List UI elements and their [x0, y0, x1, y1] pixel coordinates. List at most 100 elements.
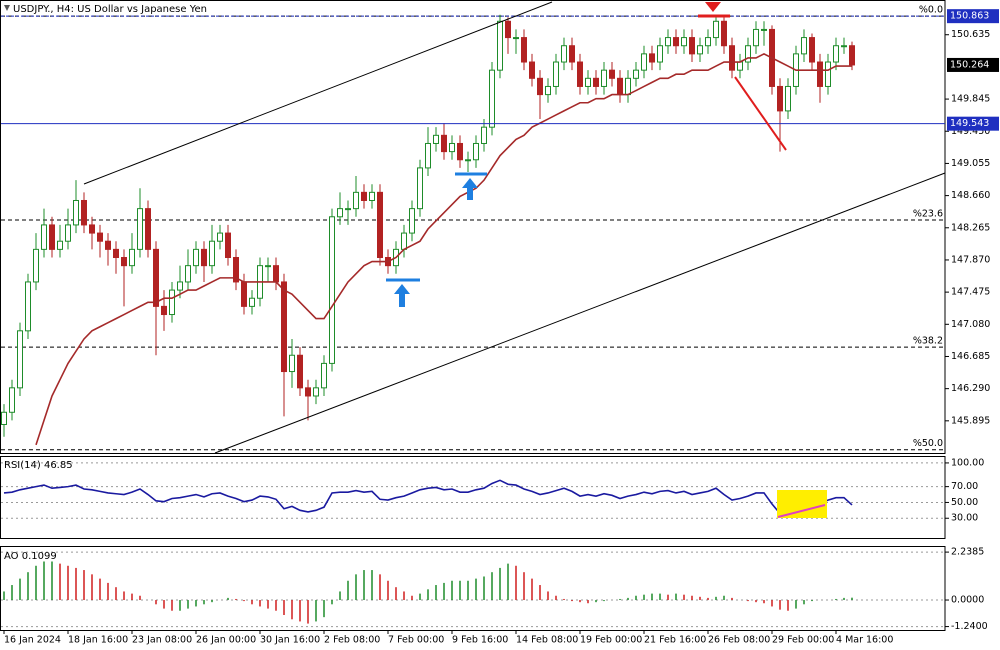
rsi-highlight — [777, 490, 827, 518]
candle-body — [185, 265, 191, 283]
y-tick-label: 150.635 — [951, 29, 990, 40]
candle-body — [169, 289, 175, 316]
up-arrow — [394, 284, 410, 307]
candle-body — [81, 199, 87, 226]
x-tick-label: 26 Feb 08:00 — [708, 635, 770, 646]
candle-body — [377, 191, 383, 259]
candle-body — [577, 61, 583, 87]
y-tick-label: 147.870 — [951, 254, 990, 265]
candle-body — [489, 69, 495, 128]
candle-body — [609, 69, 615, 79]
y-tick-label: 2.2385 — [951, 547, 984, 558]
x-tick-label: 21 Feb 16:00 — [644, 635, 706, 646]
candle-body — [417, 167, 423, 210]
y-tick-label: 149.055 — [951, 158, 990, 169]
x-tick-label: 23 Jan 08:00 — [132, 635, 192, 646]
y-tick-label: 50.00 — [951, 497, 978, 508]
candle-body — [265, 265, 271, 268]
candle-body — [625, 77, 631, 96]
candle-body — [761, 28, 767, 31]
y-tick-label: 0.0000 — [951, 595, 984, 606]
y-tick-label: 149.845 — [951, 94, 990, 105]
x-tick-label: 26 Jan 00:00 — [196, 635, 256, 646]
candle-body — [561, 45, 567, 63]
candle-body — [401, 232, 407, 250]
candle-body — [321, 362, 327, 389]
candle-body — [73, 199, 79, 226]
candle-body — [281, 281, 287, 373]
candle-body — [297, 354, 303, 389]
candle-body — [177, 281, 183, 291]
candle-body — [241, 281, 247, 307]
price-label: 150.863 — [950, 11, 989, 22]
candle-body — [697, 45, 703, 55]
candle-body — [449, 142, 455, 153]
candle-body — [65, 224, 71, 242]
candle-body — [849, 45, 855, 66]
candle-body — [649, 53, 655, 63]
candle-body — [409, 208, 415, 234]
candle-body — [193, 248, 199, 267]
price-label: 150.264 — [950, 59, 989, 70]
candle-body — [633, 69, 639, 79]
candle-body — [33, 248, 39, 283]
rsi-panel-frame — [0, 456, 946, 539]
y-tick-label: 149.450 — [951, 126, 990, 137]
candle-body — [753, 28, 759, 47]
rsi-line — [3, 479, 853, 515]
y-tick-label: 147.475 — [951, 287, 990, 298]
y-tick-label: 147.080 — [951, 319, 990, 330]
candle-body — [521, 37, 527, 63]
candle-body — [369, 191, 375, 201]
candle-body — [313, 387, 319, 397]
candle-body — [657, 45, 663, 63]
down-arrow — [705, 2, 721, 12]
candle-body — [305, 387, 311, 397]
candle-body — [217, 232, 223, 242]
y-tick-label: 100.00 — [951, 457, 984, 468]
moving-average — [35, 52, 852, 446]
fib-label: %0.0 — [919, 5, 943, 16]
fib-label: %38.2 — [913, 336, 943, 347]
candle-body — [57, 240, 63, 250]
candle-body — [1, 411, 7, 425]
y-tick-label: 146.685 — [951, 351, 990, 362]
candle-body — [737, 61, 743, 71]
candle-body — [105, 240, 111, 250]
candle-body — [473, 142, 479, 161]
candle-body — [233, 257, 239, 283]
y-tick-label: 146.290 — [951, 383, 990, 394]
candle-body — [529, 61, 535, 79]
candle-body — [617, 77, 623, 96]
x-tick-label: 2 Feb 08:00 — [324, 635, 380, 646]
candle-body — [665, 37, 671, 47]
candle-body — [729, 45, 735, 71]
channel-lower — [214, 172, 946, 454]
candle-body — [361, 191, 367, 201]
candle-body — [433, 134, 439, 144]
candle-body — [289, 354, 295, 373]
candle-body — [833, 45, 839, 63]
candle-body — [721, 20, 727, 47]
candle-body — [553, 61, 559, 87]
candle-body — [353, 191, 359, 210]
up-arrow — [462, 178, 478, 200]
candle-body — [745, 45, 751, 63]
chart-title: USDJPY., H4: US Dollar vs Japanese Yen — [13, 4, 207, 15]
main-panel-frame — [0, 0, 946, 454]
fib-label: %50.0 — [913, 438, 943, 449]
candle-body — [97, 232, 103, 242]
candle-body — [273, 265, 279, 283]
candle-body — [137, 208, 143, 250]
candle-body — [713, 20, 719, 39]
x-tick-label: 9 Feb 16:00 — [452, 635, 508, 646]
ao-panel-frame — [0, 546, 946, 631]
candle-body — [49, 224, 55, 250]
candle-body — [505, 20, 511, 39]
symbol-icon — [4, 5, 10, 11]
price-label-box — [947, 116, 999, 131]
y-tick-label: -1.2400 — [951, 621, 988, 632]
candle-body — [465, 159, 471, 162]
candle-body — [585, 77, 591, 87]
